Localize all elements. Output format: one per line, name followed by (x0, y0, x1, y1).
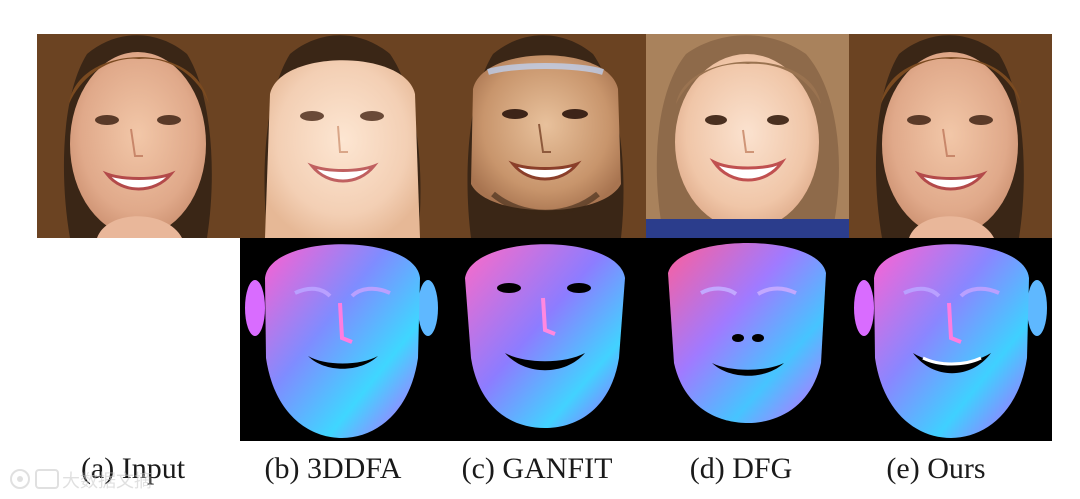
caption-input: (a) Input (80, 452, 186, 485)
dfg-texture-photo (646, 34, 849, 238)
input-photo (37, 34, 240, 238)
caption-3ddfa: (b) 3DDFA (264, 452, 402, 485)
normal-render-strip (240, 238, 1052, 441)
svg-text:大数据文摘: 大数据文摘 (62, 471, 152, 492)
3ddfa-normal-render (245, 244, 438, 438)
watermark-logo: 大数据文摘 (10, 469, 152, 492)
ours-texture-photo (849, 34, 1052, 238)
caption-ganfit: (c) GANFIT (461, 452, 613, 485)
3ddfa-texture-photo (240, 34, 443, 238)
dfg-normal-render (668, 243, 826, 423)
ganfit-normal-render (465, 244, 625, 428)
ganfit-texture-photo (443, 34, 646, 238)
ours-normal-render (854, 244, 1047, 438)
caption-dfg: (d) DFG (689, 452, 793, 485)
caption-ours: (e) Ours (886, 452, 986, 485)
